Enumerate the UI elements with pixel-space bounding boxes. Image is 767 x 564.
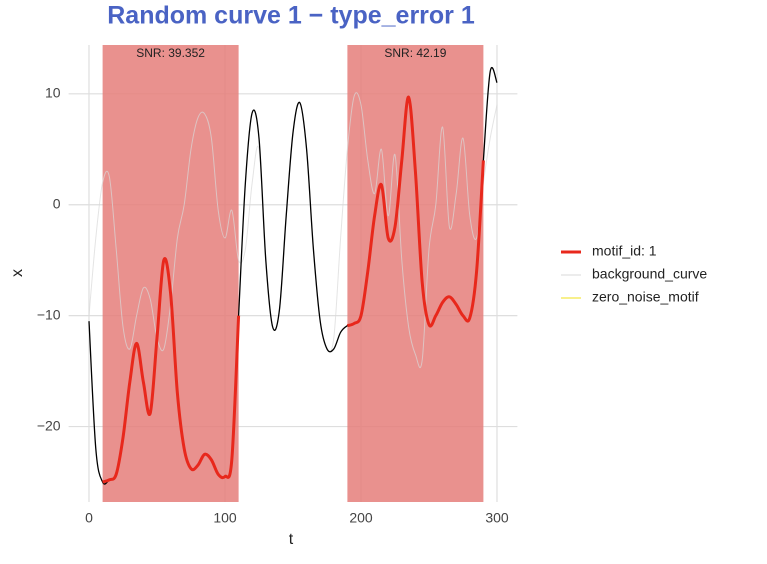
- legend-label: motif_id: 1: [592, 243, 657, 259]
- x-tick-label: 300: [485, 510, 509, 526]
- motif-region: [347, 45, 484, 502]
- x-axis-label: t: [289, 531, 294, 548]
- series-line: [102, 95, 485, 484]
- x-tick-label: 0: [85, 510, 93, 526]
- legend-label: background_curve: [592, 266, 707, 282]
- y-axis-label: x: [9, 269, 26, 277]
- chart-title: Random curve 1 − type_error 1: [107, 2, 475, 30]
- y-tick-label: −20: [37, 417, 61, 433]
- y-tick-label: −10: [37, 306, 61, 322]
- region-label: SNR: 39.352: [136, 46, 205, 60]
- x-tick-label: 100: [213, 510, 237, 526]
- legend-label: zero_noise_motif: [592, 289, 699, 305]
- y-tick-label: 10: [45, 85, 61, 101]
- y-tick-label: 0: [53, 195, 61, 211]
- region-label: SNR: 42.19: [384, 46, 446, 60]
- x-tick-label: 200: [349, 510, 373, 526]
